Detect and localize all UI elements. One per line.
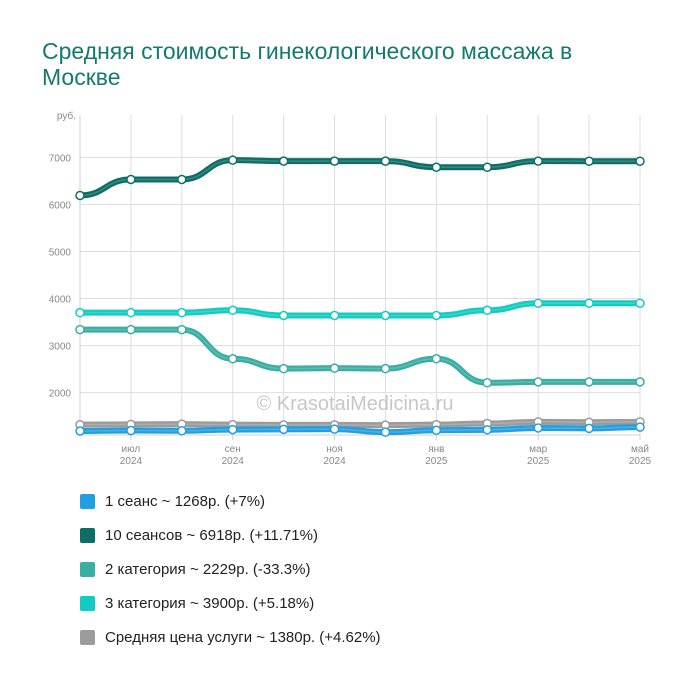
x-tick-label-month: июл xyxy=(122,444,141,455)
series-line-highlight-3 xyxy=(80,302,640,317)
y-tick-label: 7000 xyxy=(49,153,72,164)
legend-swatch xyxy=(80,527,95,543)
data-point[interactable] xyxy=(329,363,340,373)
grid xyxy=(79,115,641,435)
series-points xyxy=(75,155,645,437)
legend-item[interactable]: 1 сеанс ~ 1268р. (+7%) xyxy=(80,484,381,518)
x-tick-label-month: сен xyxy=(225,444,241,455)
data-point[interactable] xyxy=(533,377,543,387)
data-point[interactable] xyxy=(177,426,187,436)
line-chart: 200030004000500060007000руб.июл2024сен20… xyxy=(49,110,652,467)
x-tick-label-year: 2025 xyxy=(629,456,652,467)
data-point[interactable] xyxy=(431,425,442,436)
data-point[interactable] xyxy=(177,174,187,185)
data-point[interactable] xyxy=(635,422,645,432)
data-point[interactable] xyxy=(584,423,594,434)
data-point[interactable] xyxy=(278,310,289,321)
legend-label: Средняя цена услуги ~ 1380р. (+4.62%) xyxy=(105,628,381,646)
data-point[interactable] xyxy=(482,378,493,388)
series-line-2 xyxy=(77,326,643,386)
data-point[interactable] xyxy=(380,427,391,437)
data-point[interactable] xyxy=(482,162,493,172)
legend-swatch xyxy=(80,629,95,645)
series-lines xyxy=(77,157,643,436)
data-point[interactable] xyxy=(227,354,238,364)
legend-label: 3 категория ~ 3900р. (+5.18%) xyxy=(105,594,315,612)
legend-item[interactable]: 3 категория ~ 3900р. (+5.18%) xyxy=(80,586,381,620)
data-point[interactable] xyxy=(635,377,645,387)
data-point[interactable] xyxy=(278,156,289,166)
data-point[interactable] xyxy=(227,305,238,316)
data-point[interactable] xyxy=(278,363,289,374)
chart-title: Средняя стоимость гинекологического масс… xyxy=(42,38,573,90)
data-point[interactable] xyxy=(482,425,493,435)
data-point[interactable] xyxy=(75,307,85,318)
data-point[interactable] xyxy=(482,305,493,316)
data-point[interactable] xyxy=(431,162,442,172)
data-point[interactable] xyxy=(278,424,289,435)
data-point[interactable] xyxy=(584,156,594,166)
legend-swatch xyxy=(80,561,95,577)
data-point[interactable] xyxy=(75,426,85,436)
y-tick-label: 6000 xyxy=(49,200,72,211)
data-point[interactable] xyxy=(635,156,645,166)
data-point[interactable] xyxy=(227,424,238,435)
y-tick-label: 5000 xyxy=(49,247,72,258)
data-point[interactable] xyxy=(533,298,543,308)
data-point[interactable] xyxy=(635,298,645,308)
data-point[interactable] xyxy=(584,377,594,387)
y-tick-label: 2000 xyxy=(49,389,72,400)
x-tick-label-month: янв xyxy=(428,444,444,455)
data-point[interactable] xyxy=(177,324,187,335)
y-axis-unit-label: руб. xyxy=(57,110,76,122)
x-tick-label-year: 2025 xyxy=(425,456,448,467)
legend-swatch xyxy=(80,493,95,509)
axes: 200030004000500060007000руб.июл2024сен20… xyxy=(49,110,652,467)
data-point[interactable] xyxy=(177,307,187,318)
series-line-4 xyxy=(77,418,643,429)
series-line-highlight-4 xyxy=(79,421,641,426)
x-tick-label-year: 2024 xyxy=(323,456,346,467)
legend-label: 10 сеансов ~ 6918р. (+11.71%) xyxy=(105,526,318,544)
legend-label: 2 категория ~ 2229р. (-33.3%) xyxy=(105,560,311,578)
y-tick-label: 3000 xyxy=(49,342,72,353)
series-line-0 xyxy=(77,424,643,436)
data-point[interactable] xyxy=(431,310,442,321)
series-line-1 xyxy=(77,157,643,199)
x-tick-label-month: ноя xyxy=(326,444,343,455)
data-point[interactable] xyxy=(380,310,391,321)
x-tick-label-year: 2025 xyxy=(527,456,550,467)
data-point[interactable] xyxy=(75,190,85,201)
series-line-highlight-0 xyxy=(79,426,641,433)
data-point[interactable] xyxy=(533,423,543,433)
legend-swatch xyxy=(80,595,95,611)
data-point[interactable] xyxy=(329,424,340,434)
data-point[interactable] xyxy=(380,363,391,374)
data-point[interactable] xyxy=(126,324,136,335)
data-point[interactable] xyxy=(329,156,340,166)
legend-item[interactable]: Средняя цена услуги ~ 1380р. (+4.62%) xyxy=(80,620,381,654)
data-point[interactable] xyxy=(126,307,136,318)
data-point[interactable] xyxy=(329,310,340,321)
y-tick-label: 4000 xyxy=(49,295,72,306)
data-point[interactable] xyxy=(126,425,136,436)
x-tick-label-year: 2024 xyxy=(120,456,143,467)
x-tick-label-month: мар xyxy=(529,444,547,455)
legend-item[interactable]: 10 сеансов ~ 6918р. (+11.71%) xyxy=(80,518,381,552)
x-tick-label-month: май xyxy=(631,444,649,455)
data-point[interactable] xyxy=(533,156,543,166)
series-line-highlight-2 xyxy=(80,328,640,384)
data-point[interactable] xyxy=(380,156,391,166)
legend-item[interactable]: 2 категория ~ 2229р. (-33.3%) xyxy=(80,552,381,586)
legend: 1 сеанс ~ 1268р. (+7%) 10 сеансов ~ 6918р… xyxy=(80,484,381,654)
data-point[interactable] xyxy=(227,155,238,165)
watermark: © KrasotaiMedicina.ru xyxy=(256,393,453,415)
data-point[interactable] xyxy=(75,324,85,335)
data-point[interactable] xyxy=(584,298,594,308)
series-line-3 xyxy=(77,300,643,319)
data-point[interactable] xyxy=(431,354,442,364)
x-tick-label-year: 2024 xyxy=(222,456,245,467)
legend-label: 1 сеанс ~ 1268р. (+7%) xyxy=(105,492,266,510)
data-point[interactable] xyxy=(126,174,136,185)
